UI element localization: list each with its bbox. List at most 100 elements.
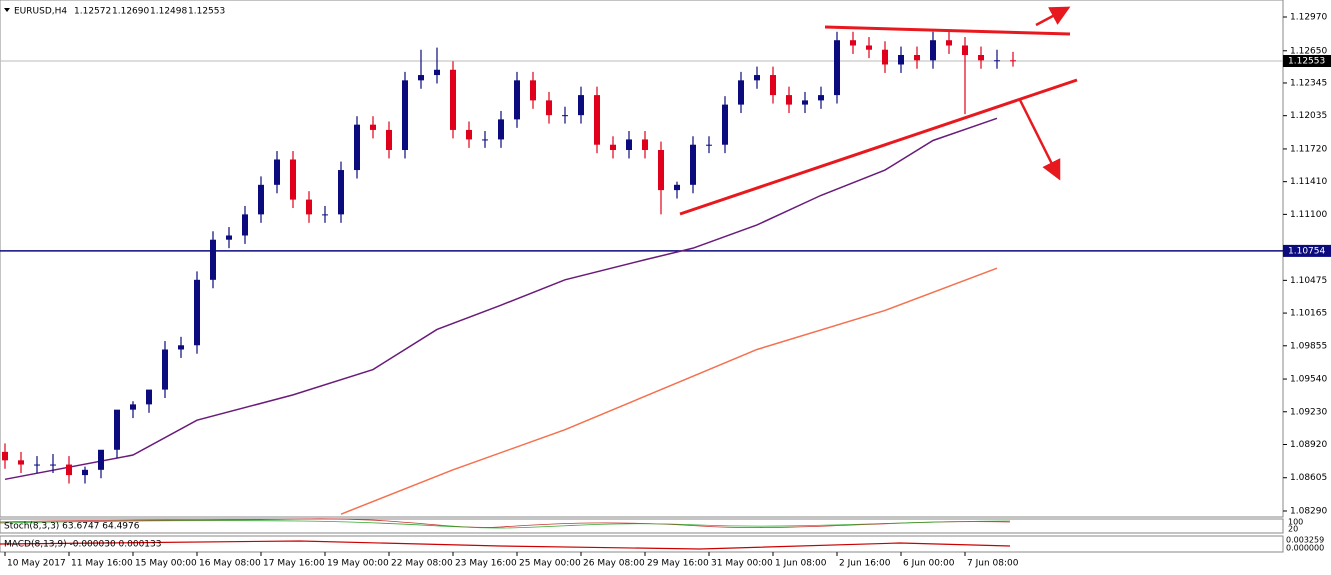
candle-body (978, 54, 984, 61)
candle-body (994, 60, 1000, 62)
quote: 1.12498 (150, 7, 187, 17)
y-tick-label: 1.08290 (1290, 506, 1327, 516)
candle-body (1010, 60, 1016, 62)
y-tick-label: 1.08605 (1290, 473, 1327, 483)
stoch-tick: 100 (1288, 518, 1303, 527)
level-label: 1.10754 (1288, 246, 1325, 256)
candle-body (546, 100, 552, 116)
x-tick-label: 29 May 16:00 (647, 559, 709, 569)
symbol: EURUSD,H4 (14, 7, 67, 17)
plot-frame (0, 0, 1284, 518)
plot (0, 31, 1283, 515)
stoch-line (0, 518, 1011, 528)
macd-frame (0, 535, 1284, 553)
x-tick-label: 23 May 16:00 (455, 559, 517, 569)
candle-body (898, 54, 904, 65)
candle-body (418, 75, 424, 81)
y-tick-label: 1.09855 (1290, 341, 1327, 351)
candle-body (210, 239, 216, 280)
x-tick-label: 10 May 2017 (7, 559, 66, 569)
candle-body (642, 139, 648, 150)
y-tick-label: 1.09540 (1290, 375, 1327, 385)
candle-body (610, 144, 616, 150)
candle-body (450, 69, 456, 130)
arrow (1035, 6, 1071, 27)
macd-tick: 0.000000 (1286, 544, 1324, 553)
candle-body (322, 214, 328, 216)
x-tick-label: 22 May 08:00 (391, 559, 453, 569)
candle-body (354, 124, 360, 171)
candle-body (290, 159, 296, 200)
x-tick-label: 1 Jun 08:00 (775, 559, 827, 569)
moving-average (4, 117, 998, 481)
trendline (824, 25, 1071, 36)
candle-body (402, 80, 408, 150)
candle-body (594, 95, 600, 145)
stoch-signal (0, 520, 1011, 529)
x-tick-label: 17 May 16:00 (263, 559, 325, 569)
candle-body (386, 129, 392, 150)
stoch-label: Stoch(8,3,3) 63.6747 64.4976 (4, 522, 140, 532)
candle-body (194, 279, 200, 346)
candle-body (98, 449, 104, 470)
candle-body (754, 75, 760, 81)
candle-body (690, 144, 696, 185)
candle-body (962, 45, 968, 55)
candle-body (226, 235, 232, 240)
candle-body (866, 45, 872, 50)
y-tick-label: 1.12345 (1290, 78, 1327, 88)
y-tick-label: 1.12970 (1290, 12, 1327, 22)
candle-body (882, 49, 888, 65)
candle-body (274, 159, 280, 185)
y-tick-label: 1.10165 (1290, 309, 1327, 319)
candle-body (914, 54, 920, 61)
candle-body (946, 40, 952, 46)
candle-body (50, 464, 56, 466)
candle-body (562, 115, 568, 117)
candle-body (258, 184, 264, 215)
candle-body (706, 144, 712, 146)
trendline (679, 78, 1078, 216)
y-tick-label: 1.08920 (1290, 440, 1327, 450)
macd-label: MACD(8,13,9) -0.000030 0.000133 (4, 540, 161, 550)
candle-body (34, 464, 40, 466)
y-tick-label: 1.11720 (1290, 144, 1327, 154)
y-tick-label: 1.09230 (1290, 407, 1327, 417)
candle-body (466, 129, 472, 140)
candle-body (818, 95, 824, 101)
candle-body (930, 40, 936, 61)
candle-body (130, 404, 136, 410)
x-tick-label: 11 May 16:00 (71, 559, 133, 569)
stoch-tick: 20 (1288, 525, 1298, 534)
x-tick-label: 31 May 00:00 (711, 559, 773, 569)
candle-body (530, 80, 536, 101)
candle-body (786, 95, 792, 105)
candle-body (82, 469, 88, 476)
candle-body (850, 40, 856, 46)
y-tick-label: 1.12650 (1290, 46, 1327, 56)
candle-body (738, 80, 744, 105)
y-tick-label: 1.12035 (1290, 111, 1327, 121)
candle-body (18, 460, 24, 465)
moving-average (340, 267, 998, 515)
candle-body (2, 451, 8, 461)
quote: 1.12553 (188, 7, 225, 17)
candle-body (306, 199, 312, 215)
candle-body (514, 80, 520, 120)
x-tick-label: 15 May 00:00 (135, 559, 197, 569)
candle-body (802, 100, 808, 105)
macd-signal (0, 540, 1011, 550)
x-tick-label: 7 Jun 08:00 (967, 559, 1019, 569)
x-tick-label: 19 May 00:00 (327, 559, 389, 569)
candle-body (498, 119, 504, 140)
candle-body (242, 214, 248, 236)
x-tick-label: 25 May 00:00 (519, 559, 581, 569)
candle-body (370, 124, 376, 130)
x-tick-label: 26 May 08:00 (583, 559, 645, 569)
macd-tick: 0.003259 (1286, 536, 1324, 545)
candle-body (482, 139, 488, 141)
candle-body (674, 184, 680, 191)
x-tick-label: 16 May 08:00 (199, 559, 261, 569)
level-box (1283, 244, 1331, 257)
x-tick-label: 6 Jun 00:00 (903, 559, 955, 569)
